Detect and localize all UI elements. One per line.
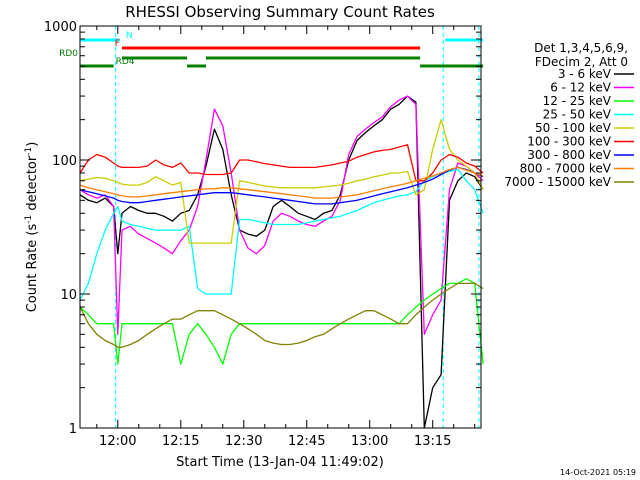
x-tick-label-2: 12:30 bbox=[225, 434, 262, 449]
legend-entry-5: 100 - 300 keV bbox=[527, 135, 611, 149]
plot-frame bbox=[79, 25, 482, 429]
y-tick-label-2: 100 bbox=[52, 154, 77, 169]
x-axis-ticks: 12:00 12:15 12:30 12:45 13:00 13:15 bbox=[96, 26, 476, 449]
legend-header-line-1: Det 1,3,4,5,6,9, bbox=[534, 41, 628, 55]
state-bars: NF RD0 RD4 bbox=[59, 31, 484, 68]
y-tick-label-0: 1 bbox=[69, 422, 77, 437]
state-label-RD4: RD4 bbox=[116, 57, 135, 67]
legend-entry-4: 50 - 100 keV bbox=[535, 121, 612, 135]
plot-area bbox=[115, 26, 480, 428]
state-label-RD0: RD0 bbox=[59, 49, 78, 59]
y-tick-label-3: 1000 bbox=[44, 20, 77, 35]
legend-entry-1: 6 - 12 keV bbox=[550, 81, 612, 95]
state-label-F: F bbox=[115, 39, 120, 49]
series-line-6 bbox=[79, 166, 484, 205]
series-line-4 bbox=[79, 119, 484, 244]
x-tick-label-3: 12:45 bbox=[288, 434, 325, 449]
series-line-8 bbox=[79, 282, 484, 348]
y-axis-label-suffix: ) bbox=[25, 142, 40, 147]
series-line-5 bbox=[79, 144, 484, 182]
legend-entry-3: 25 - 50 keV bbox=[543, 108, 612, 122]
timestamp: 14-Oct-2021 05:19 bbox=[560, 468, 636, 477]
legend-entry-7: 800 - 7000 keV bbox=[520, 162, 612, 176]
y-axis-label: Count Rate (s-1 detector-1) bbox=[24, 142, 40, 313]
legend-entry-8: 7000 - 15000 keV bbox=[504, 175, 611, 189]
x-tick-label-0: 12:00 bbox=[99, 434, 136, 449]
legend-header-line-2: FDecim 2, Att 0 bbox=[535, 55, 628, 69]
x-tick-label-4: 13:00 bbox=[351, 434, 388, 449]
y-tick-label-1: 10 bbox=[60, 288, 77, 303]
series-line-0 bbox=[79, 95, 484, 429]
state-label-N: N bbox=[126, 31, 133, 41]
y-axis-label-sup2: -1 bbox=[24, 147, 34, 156]
legend-entry-0: 3 - 6 keV bbox=[558, 67, 612, 81]
legend-entry-2: 12 - 25 keV bbox=[543, 94, 612, 108]
x-tick-label-1: 12:15 bbox=[162, 434, 199, 449]
series-line-1 bbox=[79, 95, 484, 335]
y-axis-ticks: 1 10 100 1000 bbox=[44, 20, 481, 437]
x-axis-label: Start Time (13-Jan-04 11:49:02) bbox=[176, 455, 384, 470]
chart-title: RHESSI Observing Summary Count Rates bbox=[125, 3, 435, 21]
x-tick-label-5: 13:15 bbox=[414, 434, 451, 449]
series-layer bbox=[79, 95, 484, 429]
series-line-7 bbox=[79, 166, 484, 199]
series-line-2 bbox=[79, 278, 484, 365]
y-axis-label-sup1: -1 bbox=[24, 215, 34, 224]
y-axis-label-prefix: Count Rate (s bbox=[25, 224, 40, 313]
y-axis-label-mid: detector bbox=[25, 155, 40, 215]
legend: Det 1,3,4,5,6,9, FDecim 2, Att 0 3 - 6 k… bbox=[504, 41, 634, 189]
legend-entry-6: 300 - 800 keV bbox=[527, 148, 611, 162]
